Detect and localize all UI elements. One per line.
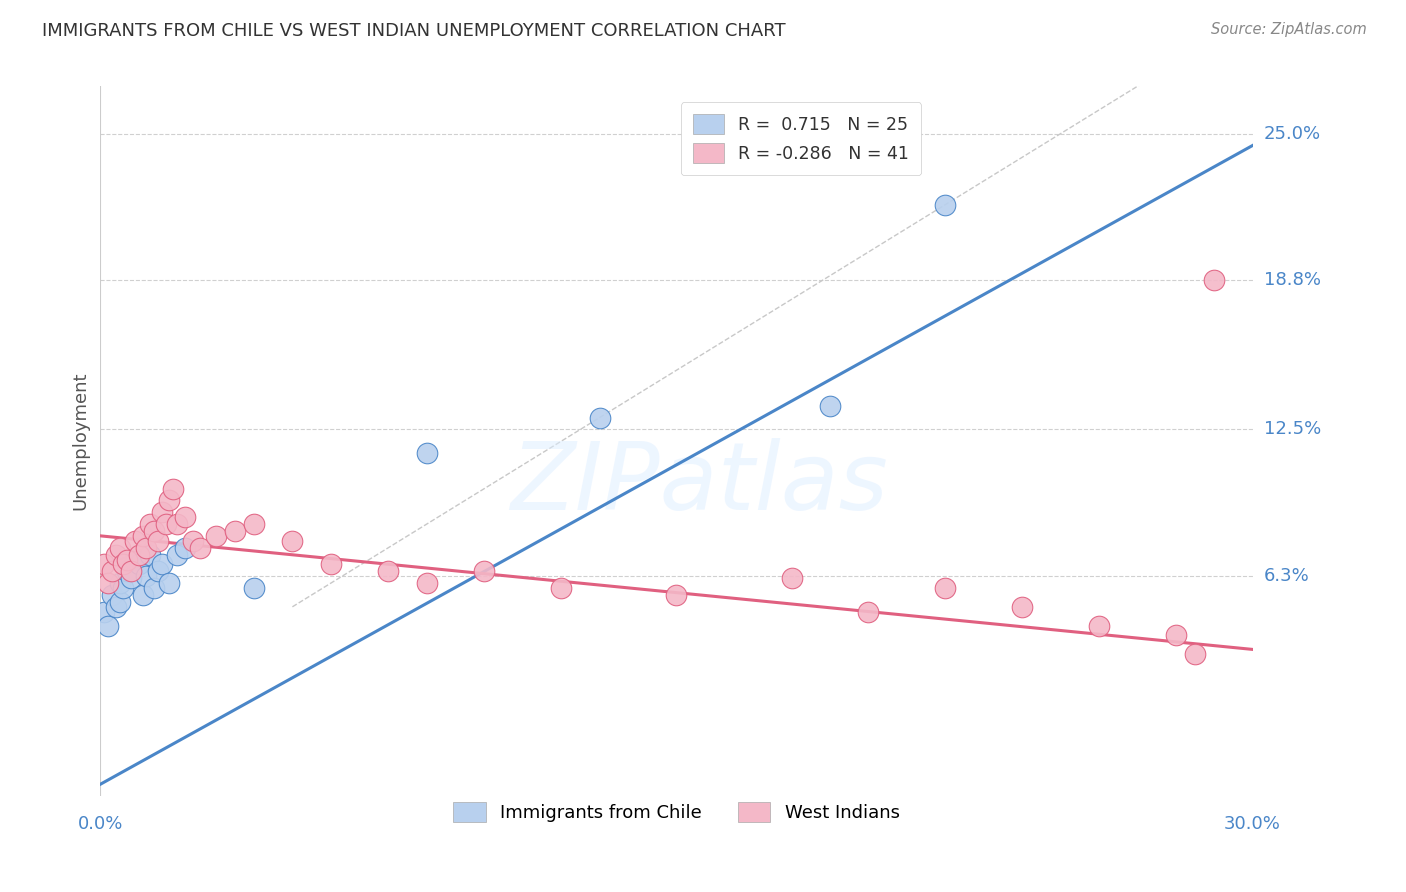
Point xyxy=(181,533,204,548)
Point xyxy=(188,541,211,555)
Point xyxy=(319,558,342,572)
Point xyxy=(416,576,439,591)
Text: 6.3%: 6.3% xyxy=(1264,567,1310,585)
Point xyxy=(665,588,688,602)
Point xyxy=(139,516,162,531)
Point xyxy=(173,510,195,524)
Text: 0.0%: 0.0% xyxy=(77,815,124,833)
Point xyxy=(131,529,153,543)
Point xyxy=(1164,628,1187,642)
Point xyxy=(159,493,181,508)
Point xyxy=(97,576,120,591)
Point xyxy=(550,581,572,595)
Point xyxy=(588,410,610,425)
Point xyxy=(128,558,150,572)
Point xyxy=(159,576,181,591)
Point xyxy=(143,524,166,538)
Point xyxy=(146,533,169,548)
Point xyxy=(104,548,127,562)
Point xyxy=(243,516,266,531)
Point xyxy=(124,533,146,548)
Point xyxy=(243,581,266,595)
Point xyxy=(1204,273,1226,287)
Legend: Immigrants from Chile, West Indians: Immigrants from Chile, West Indians xyxy=(446,795,907,830)
Point xyxy=(112,581,135,595)
Point xyxy=(162,482,184,496)
Point xyxy=(135,541,157,555)
Point xyxy=(128,548,150,562)
Point xyxy=(1088,619,1111,633)
Text: 25.0%: 25.0% xyxy=(1264,125,1322,143)
Point xyxy=(143,581,166,595)
Point xyxy=(131,588,153,602)
Point xyxy=(1011,599,1033,614)
Point xyxy=(934,197,956,211)
Point xyxy=(818,399,841,413)
Text: ZIPatlas: ZIPatlas xyxy=(510,438,889,529)
Text: 12.5%: 12.5% xyxy=(1264,420,1322,438)
Point xyxy=(150,558,173,572)
Point xyxy=(104,599,127,614)
Point xyxy=(173,541,195,555)
Point xyxy=(150,505,173,519)
Point xyxy=(135,569,157,583)
Point xyxy=(858,605,880,619)
Point xyxy=(281,533,304,548)
Text: 30.0%: 30.0% xyxy=(1225,815,1281,833)
Point xyxy=(108,595,131,609)
Point xyxy=(93,605,115,619)
Point xyxy=(97,619,120,633)
Point xyxy=(120,571,142,585)
Point xyxy=(101,588,124,602)
Point xyxy=(108,576,131,591)
Point xyxy=(224,524,246,538)
Point xyxy=(124,552,146,566)
Point xyxy=(108,541,131,555)
Point xyxy=(166,516,188,531)
Point xyxy=(416,446,439,460)
Point xyxy=(377,565,399,579)
Point xyxy=(146,565,169,579)
Text: 18.8%: 18.8% xyxy=(1264,271,1322,289)
Point xyxy=(115,552,138,566)
Point xyxy=(120,565,142,579)
Point xyxy=(93,558,115,572)
Point xyxy=(1184,647,1206,661)
Text: IMMIGRANTS FROM CHILE VS WEST INDIAN UNEMPLOYMENT CORRELATION CHART: IMMIGRANTS FROM CHILE VS WEST INDIAN UNE… xyxy=(42,22,786,40)
Point xyxy=(155,516,177,531)
Point xyxy=(780,571,803,585)
Y-axis label: Unemployment: Unemployment xyxy=(72,372,89,510)
Point xyxy=(166,548,188,562)
Point xyxy=(112,558,135,572)
Point xyxy=(934,581,956,595)
Text: Source: ZipAtlas.com: Source: ZipAtlas.com xyxy=(1211,22,1367,37)
Point xyxy=(115,565,138,579)
Point xyxy=(139,548,162,562)
Point xyxy=(204,529,226,543)
Point xyxy=(101,565,124,579)
Point xyxy=(474,565,496,579)
